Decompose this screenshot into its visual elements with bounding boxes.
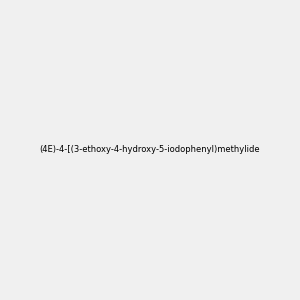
Text: (4E)-4-[(3-ethoxy-4-hydroxy-5-iodophenyl)methylide: (4E)-4-[(3-ethoxy-4-hydroxy-5-iodophenyl… xyxy=(40,146,260,154)
